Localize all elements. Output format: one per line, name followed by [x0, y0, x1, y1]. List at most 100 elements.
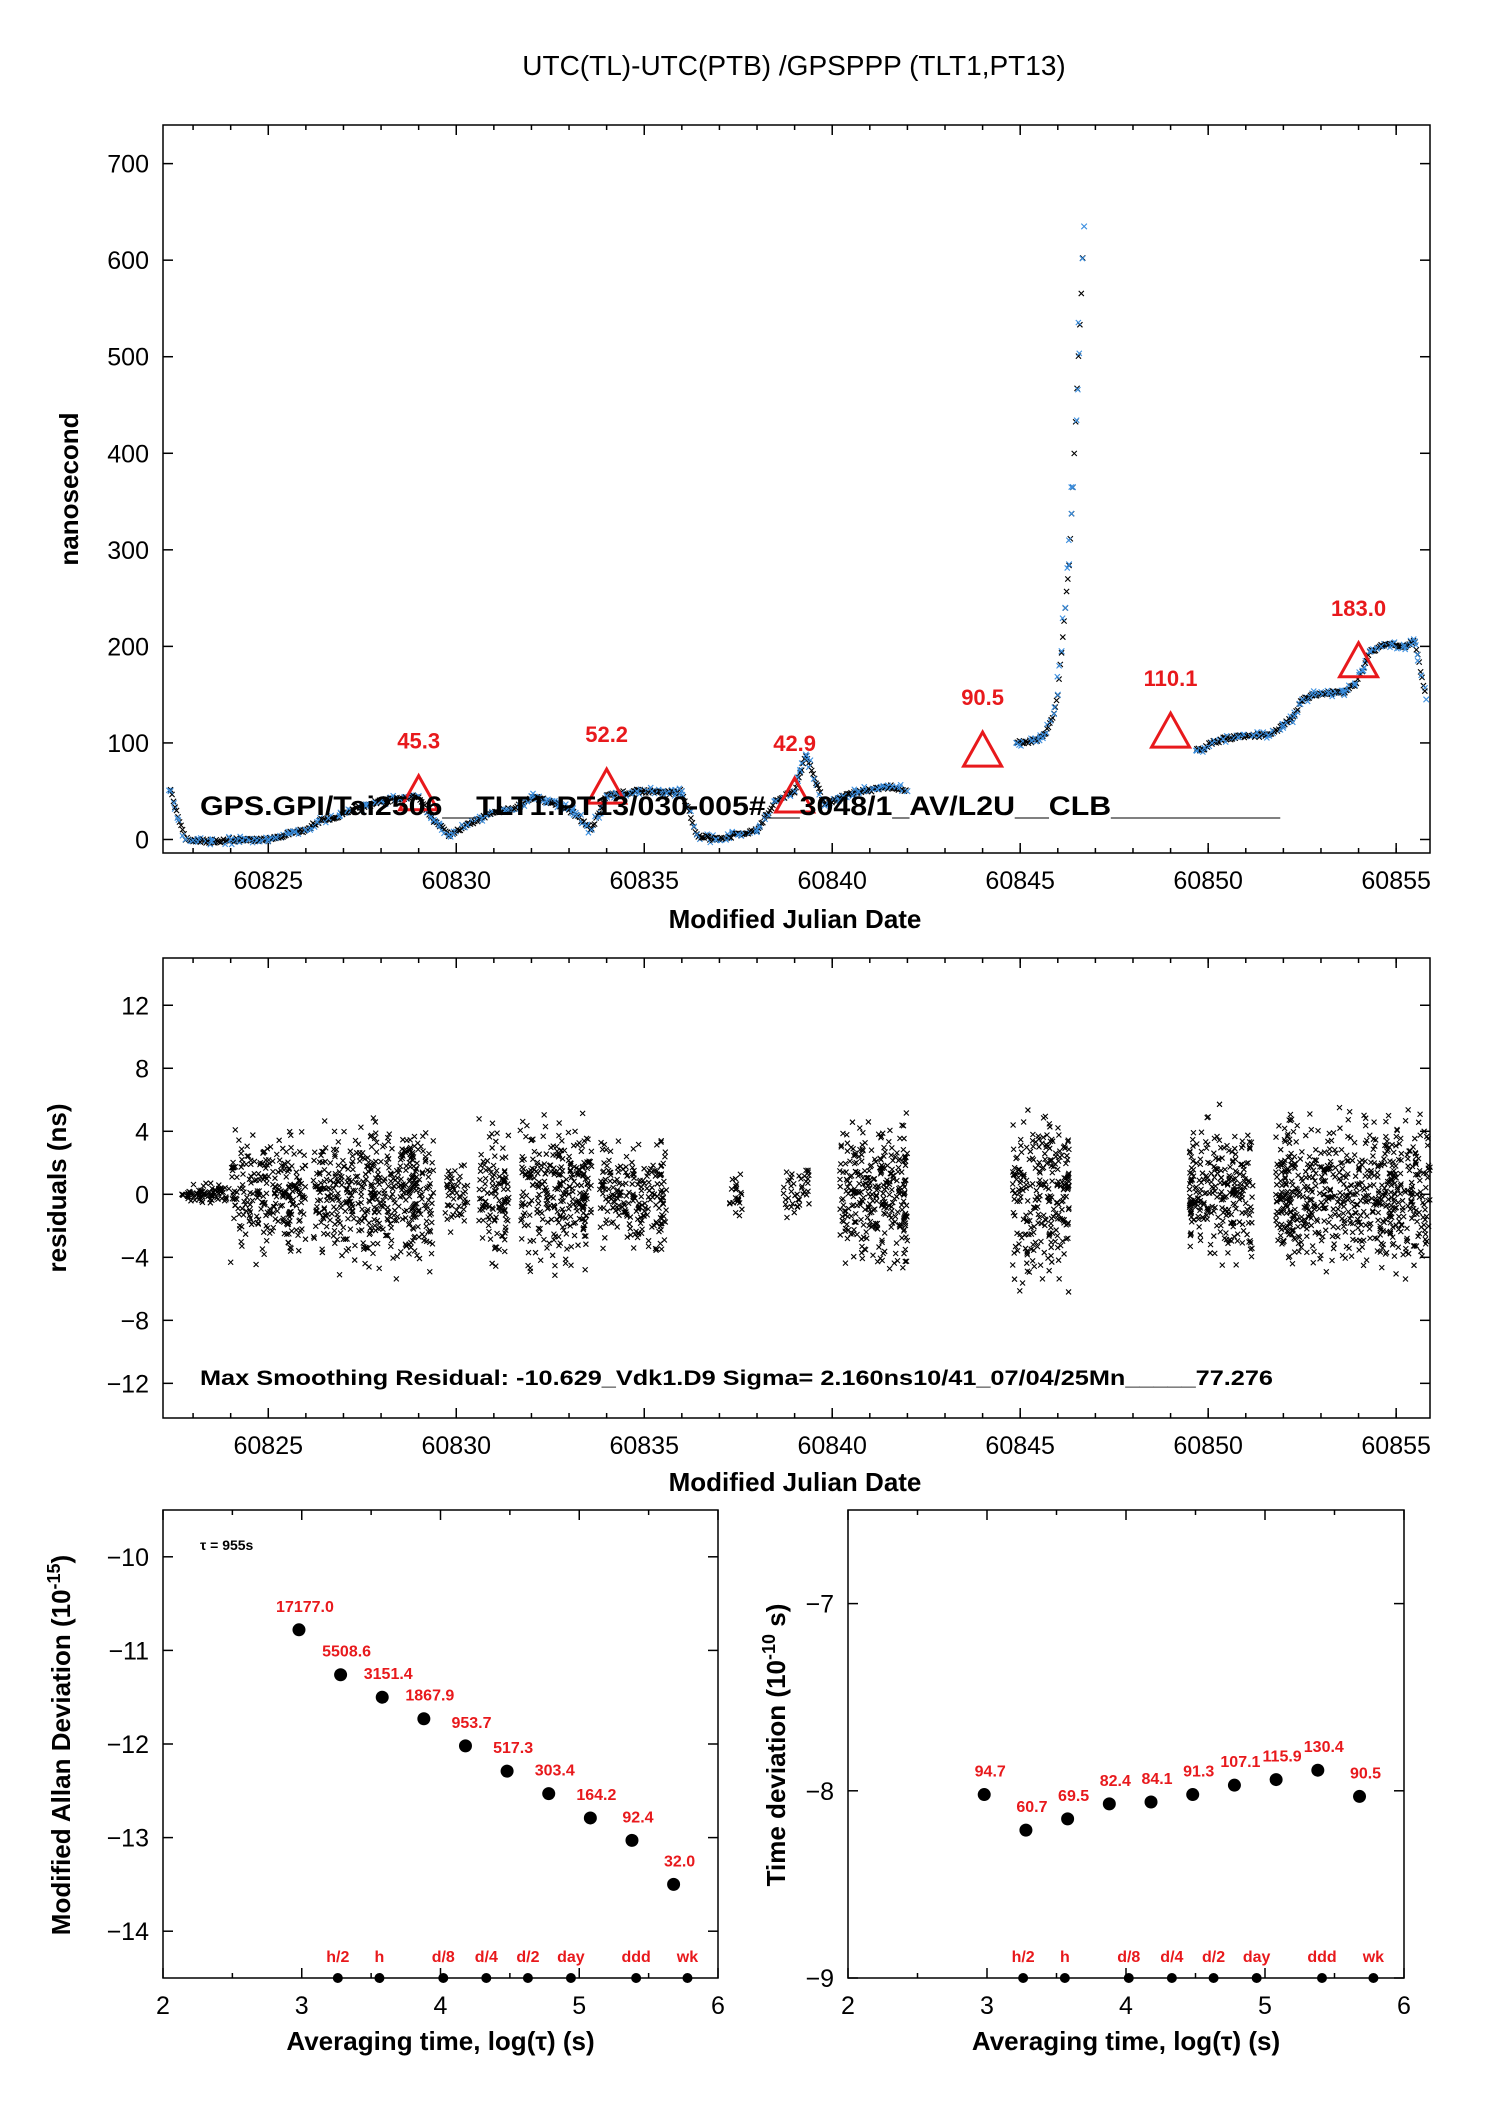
residual-point: [1422, 1184, 1429, 1191]
residual-point: [273, 1193, 280, 1200]
residual-point: [359, 1206, 366, 1213]
time-scale-marker: [374, 1973, 385, 1983]
series-point-black: [1294, 706, 1301, 713]
residual-point: [1016, 1241, 1022, 1247]
residual-point: [1017, 1194, 1024, 1200]
series-point-black: [588, 825, 595, 832]
residual-point: [248, 1179, 254, 1186]
series-point: [1340, 689, 1347, 696]
series-point: [874, 786, 881, 793]
residual-point: [1041, 1150, 1048, 1157]
residual-point: [1326, 1146, 1333, 1153]
residual-point: [1031, 1263, 1038, 1270]
residual-point: [1294, 1122, 1301, 1129]
residual-point: [331, 1227, 338, 1234]
residual-point: [249, 1132, 256, 1138]
residual-point: [1211, 1174, 1218, 1181]
residual-point: [283, 1231, 290, 1238]
time-scale-marker: [1368, 1973, 1379, 1983]
series-point: [821, 802, 828, 809]
series-point-black: [769, 802, 776, 809]
residual-point: [373, 1149, 380, 1155]
residual-point: [489, 1120, 496, 1127]
residual-point: [1059, 1206, 1065, 1213]
residual-point: [494, 1130, 500, 1136]
residual-point: [1414, 1218, 1420, 1225]
series-point-black: [1059, 634, 1066, 641]
series-point: [772, 797, 780, 805]
residual-point: [477, 1176, 483, 1183]
series-point: [1193, 747, 1201, 754]
residual-point: [1188, 1154, 1195, 1160]
residual-point: [662, 1149, 669, 1156]
series-point: [603, 792, 610, 800]
residual-point: [541, 1236, 547, 1243]
residual-point: [263, 1237, 270, 1244]
y-axis-label: nanosecond: [54, 412, 84, 565]
residual-point: [662, 1153, 668, 1160]
series-point-black: [798, 767, 805, 774]
y-tick-label: 12: [121, 992, 149, 1020]
residual-point: [1299, 1148, 1305, 1155]
residual-point: [1054, 1166, 1061, 1173]
residual-point: [1239, 1239, 1246, 1246]
residual-point: [286, 1128, 293, 1135]
residual-point: [571, 1232, 578, 1239]
residual-point: [504, 1217, 511, 1224]
residual-point: [1315, 1127, 1321, 1134]
residual-point: [1024, 1197, 1031, 1204]
residual-point: [251, 1170, 258, 1177]
residual-point: [237, 1185, 243, 1192]
residual-point: [1025, 1107, 1031, 1113]
series-point-blue: [202, 838, 209, 845]
residual-point: [630, 1145, 637, 1152]
series-point-black: [1071, 450, 1078, 457]
series-point-black: [1413, 646, 1420, 653]
residual-point: [349, 1208, 356, 1215]
calibration-triangle-marker: [773, 774, 817, 814]
residual-point: [1338, 1146, 1345, 1153]
series-point: [1201, 744, 1208, 751]
residual-point: [626, 1221, 633, 1227]
series-point-black: [768, 805, 775, 812]
series-point-black: [591, 821, 598, 828]
series-point: [362, 802, 370, 809]
series-point-blue: [1064, 564, 1071, 571]
residual-point: [860, 1222, 867, 1228]
residual-point: [541, 1112, 548, 1118]
residual-point: [1009, 1181, 1016, 1187]
residual-point: [488, 1130, 495, 1137]
deviation-point: [292, 1623, 306, 1637]
residual-point: [288, 1144, 294, 1151]
residual-point: [261, 1173, 268, 1180]
residual-point: [1351, 1139, 1358, 1146]
residual-point: [1337, 1125, 1343, 1132]
residual-point: [837, 1206, 843, 1213]
residual-point: [567, 1213, 574, 1220]
residual-point: [330, 1204, 337, 1210]
series-point-black: [415, 794, 422, 801]
residual-point: [334, 1211, 341, 1218]
series-point: [1265, 732, 1272, 739]
residual-point: [635, 1141, 642, 1148]
residual-point: [259, 1246, 266, 1252]
residual-point: [1330, 1223, 1337, 1230]
residual-point: [238, 1164, 245, 1170]
residual-point: [1233, 1205, 1239, 1212]
residual-point: [1311, 1248, 1317, 1255]
residual-point: [1019, 1280, 1026, 1286]
series-point-black: [681, 798, 688, 805]
residual-point: [1037, 1262, 1044, 1268]
residual-point: [253, 1261, 259, 1268]
residual-point: [1352, 1173, 1359, 1180]
residual-point: [385, 1183, 392, 1190]
time-scale-marker: [522, 1973, 533, 1983]
residual-point: [425, 1174, 432, 1180]
residual-point: [447, 1229, 454, 1236]
residual-point: [856, 1180, 863, 1187]
residual-point: [1055, 1257, 1062, 1264]
series-point-blue: [691, 823, 698, 830]
residual-point: [207, 1196, 213, 1203]
residual-point: [203, 1180, 209, 1187]
residual-point: [1306, 1111, 1313, 1117]
